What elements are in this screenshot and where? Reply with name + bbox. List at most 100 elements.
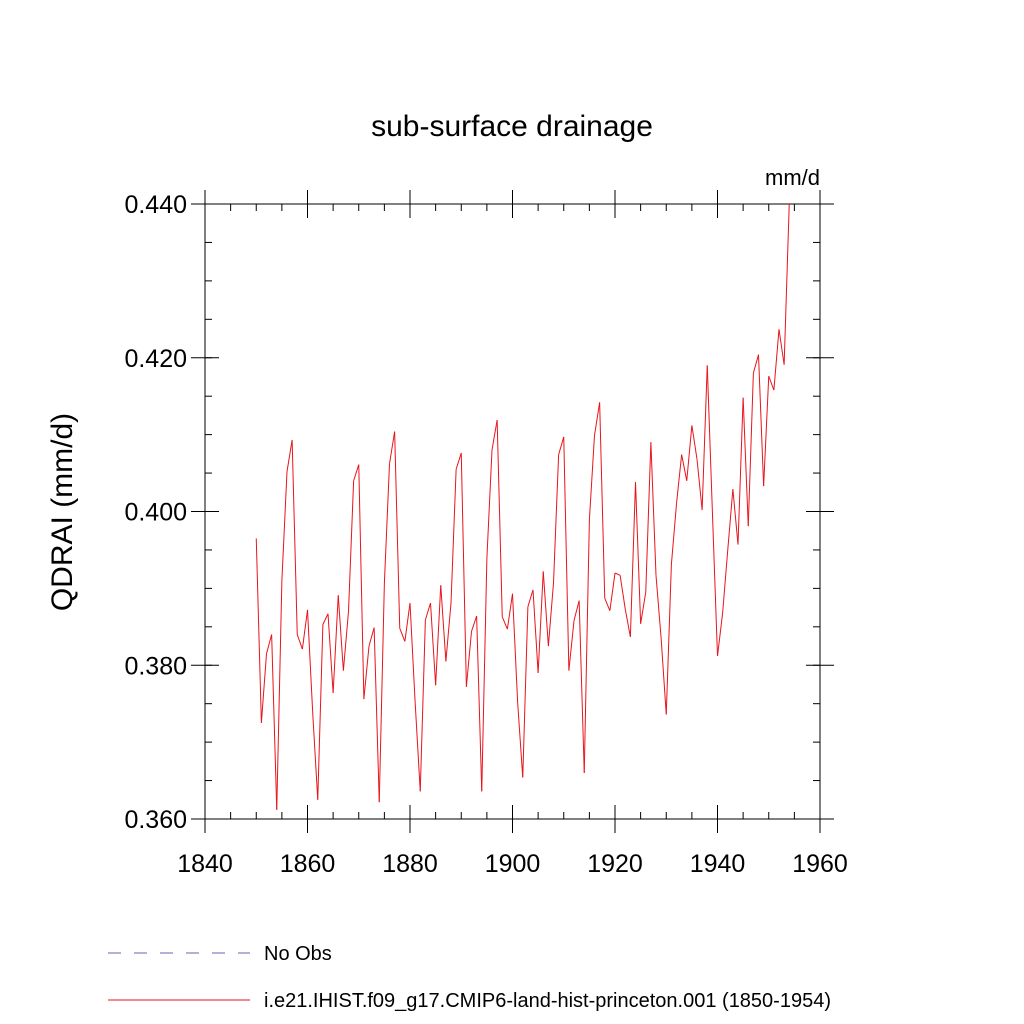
series-line-segment xyxy=(358,464,365,700)
series-line-segment xyxy=(481,558,488,792)
series-line-segment xyxy=(701,365,708,510)
series-line-segment xyxy=(547,582,554,647)
x-tick-label: 1960 xyxy=(792,850,848,878)
units-label: mm/d xyxy=(765,165,820,190)
series-line-segment xyxy=(696,459,703,511)
x-tick-label: 1920 xyxy=(587,850,643,878)
series-line-segment xyxy=(276,580,283,810)
series-line-segment xyxy=(665,564,672,715)
series-line-segment xyxy=(368,627,375,647)
series-line-segment xyxy=(342,611,349,671)
series-line-segment xyxy=(404,602,411,642)
series-line-segment xyxy=(660,638,667,715)
series-line-segment xyxy=(271,634,278,810)
series-line-segment xyxy=(768,376,775,391)
series-line-segment xyxy=(506,593,513,630)
series-line-segment xyxy=(778,329,785,365)
legend: No Obs i.e21.IHIST.f09_g17.CMIP6-land-hi… xyxy=(108,943,831,1012)
plot-frame xyxy=(204,203,821,820)
series-line-segment xyxy=(317,624,324,800)
series-line-segment xyxy=(676,454,683,504)
series-line-segment xyxy=(440,585,447,662)
series-line-segment xyxy=(455,452,462,470)
y-tick-label: 0.420 xyxy=(124,345,187,373)
series-line-segment xyxy=(332,595,339,693)
series-line-segment xyxy=(512,593,519,703)
major-ticks xyxy=(191,190,834,833)
x-tick-label: 1880 xyxy=(382,850,438,878)
y-tick-label: 0.380 xyxy=(124,652,187,680)
series-line-segment xyxy=(624,609,631,637)
series-line-segment xyxy=(399,628,406,642)
series-line-segment xyxy=(409,602,416,703)
series-line-segment xyxy=(553,454,560,584)
series-line-segment xyxy=(742,397,749,527)
series-line-segment xyxy=(691,425,698,460)
series-line-segment xyxy=(527,589,534,607)
series-line-segment xyxy=(670,503,677,565)
x-tick-label: 1840 xyxy=(177,850,233,878)
y-tick-label: 0.400 xyxy=(124,499,187,527)
chart-title: sub-surface drainage xyxy=(371,110,653,143)
series-line-segment xyxy=(629,482,636,637)
series-group xyxy=(255,203,790,810)
series-line-segment xyxy=(260,653,267,723)
series-line-segment xyxy=(717,612,724,657)
series-line-segment xyxy=(640,592,647,624)
series-line-segment xyxy=(517,702,524,778)
series-line-segment xyxy=(486,449,493,559)
minor-ticks xyxy=(204,203,821,820)
series-line-segment xyxy=(650,442,657,576)
series-line-segment xyxy=(686,425,693,481)
series-line-segment xyxy=(389,431,396,464)
series-line-segment xyxy=(594,402,601,436)
series-line-segment xyxy=(337,595,344,671)
series-line-segment xyxy=(763,376,770,487)
series-line-segment xyxy=(414,702,421,792)
series-line-segment xyxy=(773,329,780,391)
series-line-segment xyxy=(491,419,498,451)
series-line-segment xyxy=(465,631,472,687)
series-line-segment xyxy=(635,482,642,624)
series-line-segment xyxy=(599,402,606,599)
series-line-segment xyxy=(558,436,565,455)
series-line-segment xyxy=(604,598,611,611)
series-line-segment xyxy=(445,602,452,662)
x-tick-label: 1860 xyxy=(280,850,336,878)
series-line-segment xyxy=(435,585,442,686)
legend-label-model: i.e21.IHIST.f09_g17.CMIP6-land-hist-prin… xyxy=(264,990,831,1012)
series-line-segment xyxy=(737,397,744,545)
series-line-segment xyxy=(394,431,401,629)
series-line-segment xyxy=(373,627,380,803)
series-line-segment xyxy=(532,589,539,673)
y-tick-label: 0.440 xyxy=(124,191,187,219)
series-line-segment xyxy=(255,538,262,723)
series-line-segment xyxy=(722,549,729,614)
series-line-segment xyxy=(732,489,739,545)
series-line-segment xyxy=(583,519,590,773)
series-line-segment xyxy=(752,354,759,374)
series-line-segment xyxy=(496,420,503,617)
y-axis-label: QDRAI (mm/d) xyxy=(46,413,79,611)
series-line-segment xyxy=(758,354,765,487)
series-line-segment xyxy=(681,454,688,481)
series-line-segment xyxy=(460,453,467,687)
series-line-segment xyxy=(424,602,431,621)
series-line-segment xyxy=(281,471,288,581)
legend-label-no-obs: No Obs xyxy=(264,943,332,965)
series-line-segment xyxy=(266,634,273,654)
series-line-segment xyxy=(783,203,790,365)
series-line-segment xyxy=(563,436,570,671)
series-line-segment xyxy=(573,600,580,621)
series-line-segment xyxy=(568,620,575,671)
series-line-segment xyxy=(471,615,478,632)
series-line-segment xyxy=(430,602,437,686)
series-line-segment xyxy=(378,582,385,803)
series-line-segment xyxy=(301,609,308,650)
series-line-segment xyxy=(747,373,754,527)
series-line-segment xyxy=(307,609,314,712)
series-layer xyxy=(255,203,790,810)
tick-labels: 0.360 0.380 0.400 0.420 0.440 1840 1860 1880 190… xyxy=(124,191,847,878)
series-line-segment xyxy=(501,616,508,630)
